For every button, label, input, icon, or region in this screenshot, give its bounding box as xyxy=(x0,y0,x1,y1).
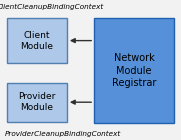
FancyBboxPatch shape xyxy=(7,83,67,122)
Text: Network
Module
Registrar: Network Module Registrar xyxy=(112,53,156,88)
Text: ProviderCleanupBindingContext: ProviderCleanupBindingContext xyxy=(5,131,121,137)
FancyBboxPatch shape xyxy=(7,18,67,63)
Text: Client
Module: Client Module xyxy=(21,31,54,51)
FancyBboxPatch shape xyxy=(94,18,174,123)
Text: Provider
Module: Provider Module xyxy=(18,92,56,112)
Text: ClientCleanupBindingContext: ClientCleanupBindingContext xyxy=(0,4,104,10)
